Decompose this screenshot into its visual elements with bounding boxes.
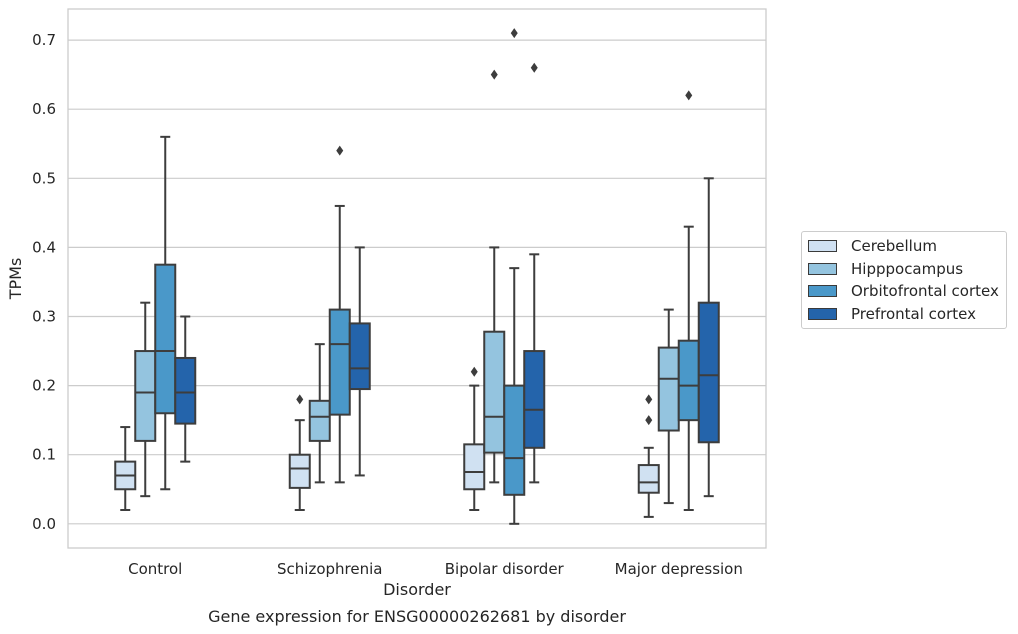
box-plot-item	[288, 394, 311, 511]
box-iqr	[637, 464, 660, 494]
legend-swatch	[808, 240, 837, 253]
outlier-point	[645, 394, 653, 405]
legend-swatch	[808, 285, 837, 298]
legend-label: Cerebellum	[851, 237, 937, 256]
outlier-point	[336, 145, 344, 156]
box-iqr	[697, 301, 720, 444]
legend-swatch	[808, 308, 837, 321]
series-prefrontal-cortex	[174, 62, 720, 498]
box-iqr	[348, 322, 371, 391]
box-plot-item	[657, 308, 680, 505]
box-iqr	[503, 384, 526, 496]
legend-label: Orbitofrontal cortex	[851, 282, 999, 301]
box-plot-item	[463, 366, 486, 511]
plot-frame	[67, 8, 767, 549]
box-iqr	[523, 350, 546, 449]
box-iqr	[657, 346, 680, 432]
outlier-point	[470, 366, 478, 377]
y-tick-labels: 0.0 0.1 0.2 0.3 0.4 0.5 0.6 0.7	[32, 31, 56, 533]
box-plot-item	[328, 145, 351, 484]
chart-legend: Cerebellum Hipppocampus Orbitofrontal cort…	[801, 231, 1007, 330]
box-iqr	[134, 350, 157, 442]
box-plot-item	[483, 69, 506, 484]
box-plot-item	[348, 246, 371, 477]
series-hipppocampus	[134, 69, 680, 505]
series-orbitofrontal-cortex	[154, 28, 700, 525]
legend-label: Hipppocampus	[851, 259, 964, 278]
x-axis-label: Disorder	[383, 580, 451, 599]
legend-item: Prefrontal cortex	[802, 303, 1006, 326]
box-series-layer	[114, 28, 720, 525]
legend-swatch	[808, 262, 837, 275]
box-iqr	[483, 330, 506, 454]
box-iqr	[288, 453, 311, 489]
y-tick-label: 0.2	[32, 377, 56, 395]
y-tick-label: 0.7	[32, 31, 56, 49]
outlier-point	[490, 69, 498, 80]
outlier-point	[530, 62, 538, 73]
series-cerebellum	[114, 366, 660, 518]
legend-label: Prefrontal cortex	[851, 305, 976, 324]
y-tick-label: 0.0	[32, 515, 56, 533]
chart-caption: Gene expression for ENSG00000262681 by d…	[208, 607, 626, 626]
y-tick-label: 0.1	[32, 446, 56, 464]
x-tick-label: Schizophrenia	[277, 560, 382, 578]
box-iqr	[677, 339, 700, 422]
box-iqr	[174, 356, 197, 425]
y-tick-label: 0.4	[32, 238, 56, 256]
outlier-point	[296, 394, 304, 405]
x-tick-label: Major depression	[615, 560, 743, 578]
box-iqr	[328, 308, 351, 416]
box-plot-item	[503, 28, 526, 525]
box-plot-item	[637, 394, 660, 518]
outlier-point	[510, 28, 518, 39]
box-iqr	[463, 443, 486, 491]
box-plot-item	[114, 426, 137, 511]
x-tick-labels: Control Schizophrenia Bipolar disorder Majo…	[128, 560, 743, 578]
box-plot-item	[523, 62, 546, 484]
box-plot-item	[174, 315, 197, 463]
outlier-point	[685, 90, 693, 101]
box-plot-item	[308, 343, 331, 484]
y-axis-label: TPMs	[6, 258, 25, 301]
y-tick-label: 0.3	[32, 308, 56, 326]
box-plot-item	[677, 90, 700, 511]
legend-item: Hipppocampus	[802, 258, 1006, 281]
y-tick-label: 0.6	[32, 100, 56, 118]
box-iqr	[308, 399, 331, 442]
box-iqr	[154, 263, 177, 415]
outlier-point	[645, 415, 653, 426]
x-tick-label: Bipolar disorder	[445, 560, 565, 578]
box-plot-item	[154, 135, 177, 491]
box-plot-item	[134, 301, 157, 498]
box-plot-item	[697, 177, 720, 498]
y-tick-label: 0.5	[32, 169, 56, 187]
x-tick-label: Control	[128, 560, 182, 578]
legend-item: Orbitofrontal cortex	[802, 280, 1006, 303]
legend-item: Cerebellum	[802, 235, 1006, 258]
